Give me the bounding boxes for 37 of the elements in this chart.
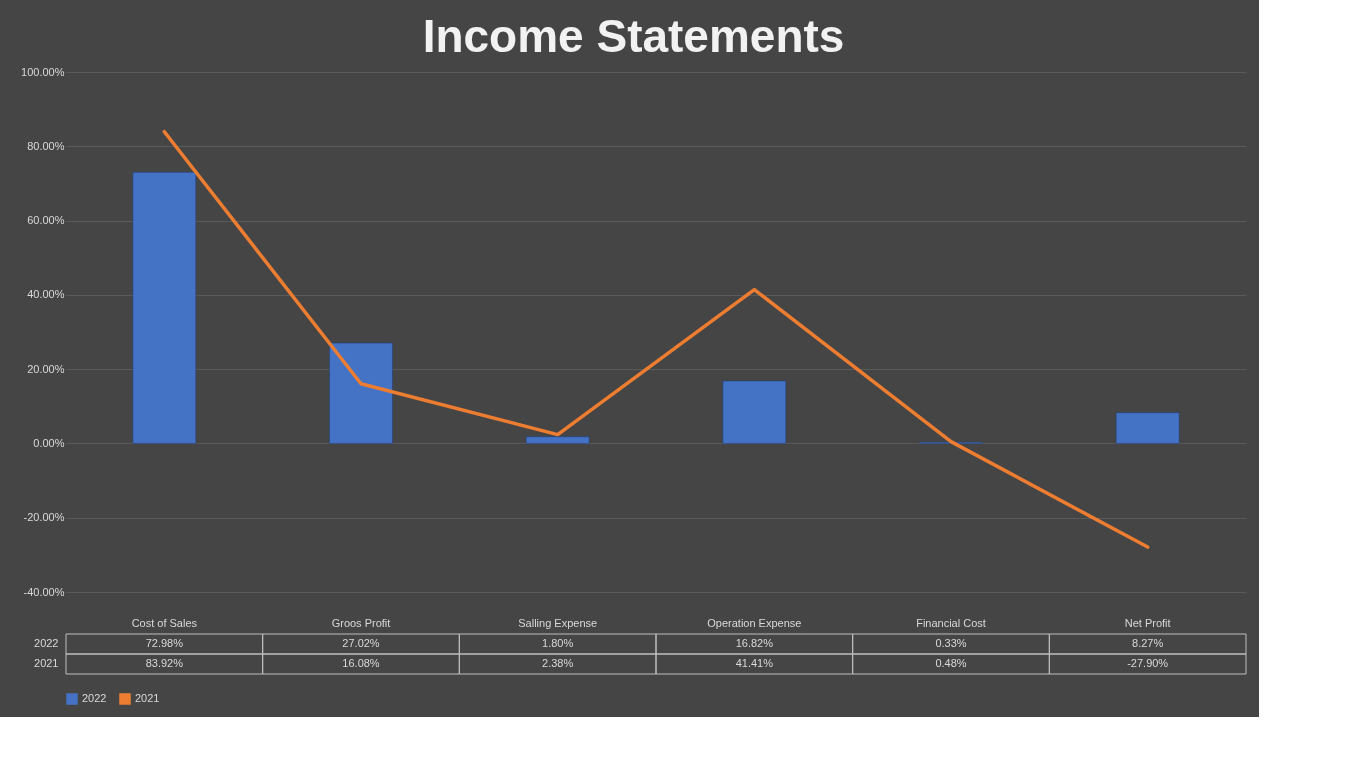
data-label: 41.41% (735, 657, 774, 669)
legend-label: 2022 (82, 692, 107, 704)
x-tick-label: Net Profit (1124, 616, 1171, 629)
data-label: 0.48% (935, 657, 967, 669)
legend-label: 2021 (135, 692, 160, 704)
x-tick-label: Operation Expense (707, 616, 802, 629)
y-tick-label: 0.00% (33, 436, 65, 449)
line-series (162, 129, 1150, 549)
text: 2021 (34, 657, 59, 669)
text: 2022 (34, 637, 59, 649)
data-label: 0.33% (935, 637, 967, 649)
x-tick-label: Groos Profit (331, 616, 391, 629)
data-label: 83.92% (145, 657, 184, 669)
data-label: 27.02% (342, 637, 380, 649)
bar (525, 436, 590, 444)
y-tick-label: 60.00% (27, 214, 65, 227)
y-tick-label: 20.00% (27, 362, 65, 375)
data-label: 8.27% (1132, 637, 1164, 649)
data-label: 72.98% (145, 637, 184, 649)
x-tick-label: Salling Expense (518, 616, 598, 629)
bar (329, 342, 393, 444)
data-label: 2.38% (542, 657, 574, 669)
y-tick-label: 80.00% (27, 139, 65, 152)
x-tick-label: Cost of Sales (131, 616, 198, 629)
data-label: 16.82% (735, 637, 774, 649)
chart-title: Income Statements (422, 10, 845, 62)
x-tick-label: Financial Cost (916, 616, 986, 629)
y-tick-label: -20.00% (23, 511, 65, 524)
data-label: -27.90% (1127, 657, 1169, 669)
data-label: 16.08% (342, 657, 380, 669)
bar (722, 380, 787, 444)
bar (132, 172, 197, 444)
y-tick-label: -40.00% (23, 585, 65, 598)
y-tick-label: 100.00% (21, 65, 65, 78)
y-tick-label: 40.00% (27, 288, 65, 301)
data-label: 1.80% (542, 637, 574, 649)
bar (1115, 412, 1180, 444)
